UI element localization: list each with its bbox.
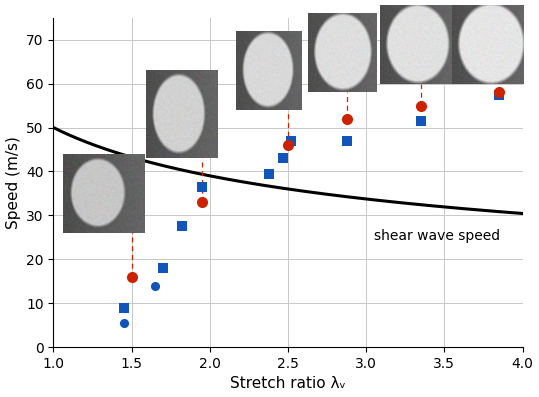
Point <box>127 274 136 280</box>
Point <box>287 138 295 144</box>
Text: shear wave speed: shear wave speed <box>374 229 500 243</box>
Point <box>495 89 503 96</box>
Point <box>279 155 288 162</box>
Y-axis label: Speed (m/s): Speed (m/s) <box>5 136 20 229</box>
Point <box>120 320 128 326</box>
Point <box>417 102 425 109</box>
Point <box>343 116 352 122</box>
Point <box>198 199 206 205</box>
Point <box>495 91 503 98</box>
Point <box>177 223 186 229</box>
Point <box>265 171 273 177</box>
X-axis label: Stretch ratio λᵥ: Stretch ratio λᵥ <box>230 376 346 391</box>
Point <box>151 283 160 289</box>
Point <box>120 304 128 311</box>
Point <box>158 265 167 271</box>
Point <box>198 184 206 190</box>
Point <box>417 118 425 124</box>
Point <box>343 138 352 144</box>
Point <box>284 142 292 148</box>
